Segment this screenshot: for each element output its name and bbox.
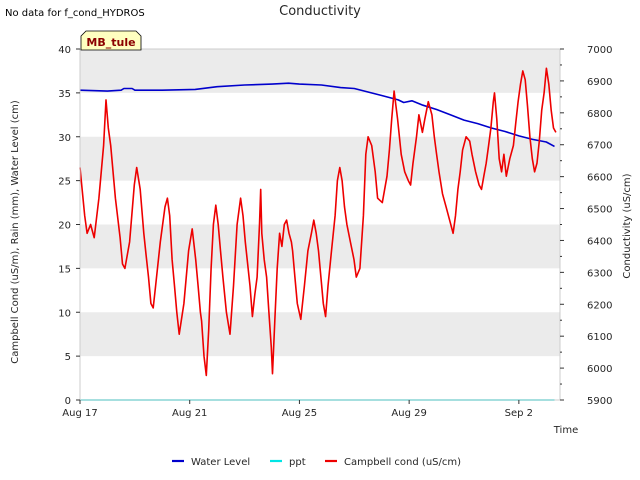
y-left-tick-label: 35 (58, 89, 71, 100)
series-line-campbell (79, 67, 557, 377)
grid-band (80, 136, 560, 181)
axis-ticks: 0 5 10 15 20 25 30 35 40 5900 6000 6100 6200 6300 6400… (58, 45, 612, 419)
y-axis-label-left: Campbell Cond (uS/m), Rain (mm), Water L… (10, 100, 21, 364)
y-right-tick-label: 6600 (587, 173, 612, 184)
y-axis-label-right: Conductivity (uS/cm) (622, 173, 633, 278)
y-left-tick-label: 10 (58, 308, 71, 319)
y-right-tick-label: 6800 (587, 109, 612, 120)
x-tick-label: Aug 17 (62, 408, 97, 419)
y-right-tick-label: 6400 (587, 236, 612, 247)
y-left-tick-label: 30 (58, 133, 71, 144)
x-tick-label: Aug 21 (172, 408, 207, 419)
y-right-tick-label: 6100 (587, 332, 612, 343)
y-left-tick-label: 40 (58, 45, 71, 56)
chart-title: Conductivity (279, 4, 361, 19)
y-left-tick-label: 20 (58, 221, 71, 232)
grid-bands (80, 49, 560, 357)
site-badge: MB_tule (80, 30, 142, 51)
legend-label-campbell: Campbell cond (uS/cm) (344, 457, 461, 468)
legend: Water Level ppt Campbell cond (uS/cm) (172, 457, 461, 468)
grid-band (80, 49, 560, 93)
y-right-tick-label: 5900 (587, 396, 612, 407)
y-right-tick-label: 6700 (587, 141, 612, 152)
no-data-note: No data for f_cond_HYDROS (5, 8, 145, 19)
series-line-water-level (79, 82, 555, 148)
legend-label-water-level: Water Level (191, 457, 250, 468)
y-right-tick-label: 6500 (587, 205, 612, 216)
grid-band (80, 312, 560, 357)
x-tick-label: Aug 29 (391, 408, 426, 419)
legend-label-ppt: ppt (289, 457, 306, 468)
y-left-tick-label: 0 (65, 396, 71, 407)
y-right-tick-label: 6000 (587, 364, 612, 375)
y-left-tick-label: 5 (65, 352, 71, 363)
y-left-tick-label: 15 (58, 264, 71, 275)
x-tick-label: Sep 2 (505, 408, 533, 419)
x-tick-label: Aug 25 (282, 408, 317, 419)
badge-shape (80, 30, 142, 51)
y-left-tick-label: 25 (58, 177, 71, 188)
x-axis-label: Time (553, 425, 578, 436)
y-right-tick-label: 6200 (587, 300, 612, 311)
y-right-tick-label: 6900 (587, 77, 612, 88)
y-right-tick-label: 6300 (587, 268, 612, 279)
badge-label: MB_tule (86, 36, 135, 49)
y-right-tick-label: 7000 (587, 45, 612, 56)
